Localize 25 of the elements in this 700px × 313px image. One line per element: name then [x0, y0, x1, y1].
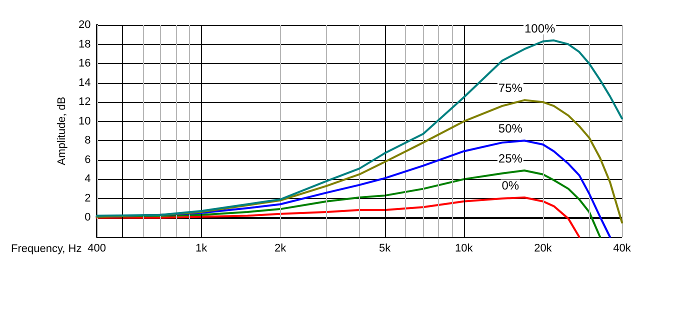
y-tick-label: 18: [78, 38, 91, 50]
y-tick-label: 14: [78, 76, 91, 89]
y-tick-label: 10: [78, 115, 91, 128]
y-tick-label: 2: [84, 192, 91, 204]
y-axis-title: Amplitude, dB: [56, 96, 68, 166]
y-tick-label: 16: [78, 58, 91, 70]
y-tick-label: 12: [78, 96, 91, 108]
x-tick-label: 10k: [455, 242, 474, 254]
x-tick-label: 400: [88, 242, 106, 254]
x-tick-label: 2k: [274, 242, 287, 254]
y-tick-label: 0: [84, 212, 91, 224]
series-label: 100%: [524, 21, 556, 36]
series-label: 25%: [498, 152, 523, 166]
series-label: 0%: [502, 178, 520, 192]
x-axis-title: Frequency, Hz: [11, 243, 82, 256]
y-tick-label: 8: [84, 134, 91, 147]
x-tick-label: 1k: [195, 242, 208, 254]
x-tick-label: 40k: [613, 242, 632, 254]
y-tick-label: 6: [84, 154, 91, 166]
series-label: 75%: [498, 81, 523, 96]
y-tick-label: 4: [84, 173, 91, 186]
y-tick-label: 20: [78, 19, 91, 31]
series-label: 50%: [498, 122, 523, 136]
x-tick-label: 20k: [534, 242, 552, 254]
x-tick-label: 5k: [379, 242, 392, 254]
